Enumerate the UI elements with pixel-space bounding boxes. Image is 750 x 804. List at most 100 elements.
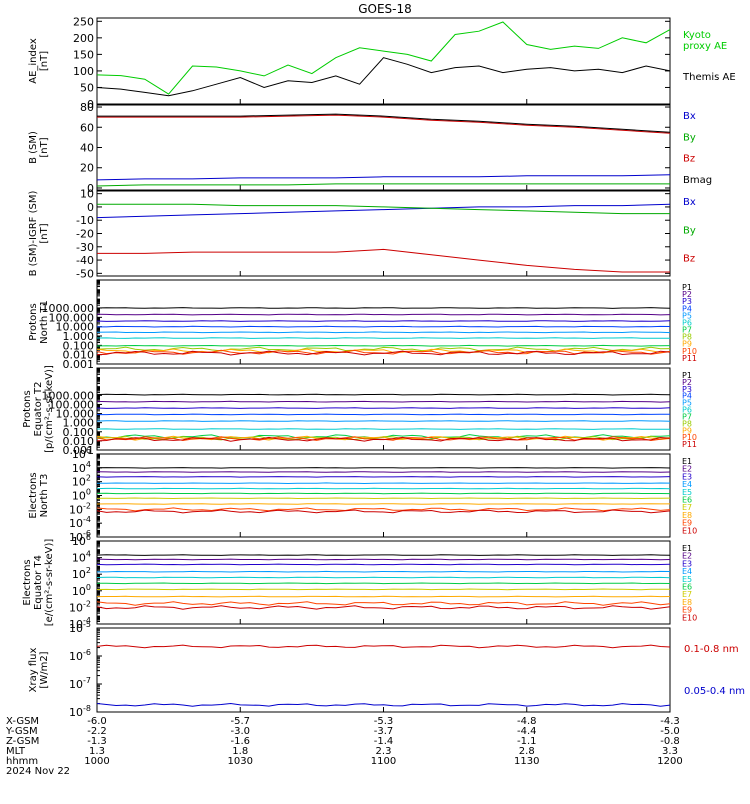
ephemeris-label: hhmm [6,756,38,767]
y-tick-base: 10 [69,517,83,530]
y-tick-label: 100.000 [49,398,95,411]
legend-bx: Bx [683,111,696,122]
legend-line: Bx [683,197,696,208]
channel-line-e3 [96,563,671,566]
channel-line-e9 [96,601,671,606]
legend-p11: P11 [682,440,697,449]
legend-p9: P9 [682,340,692,349]
series-line-kyoto [96,21,671,95]
y-tick-label: 40 [80,142,94,155]
series-line-themis-ae [96,57,671,97]
legend-p11: P11 [682,354,697,363]
y-tick-label: 102 [72,474,91,489]
legend-line: Bmag [683,175,712,186]
legend-p8: P8 [682,333,692,342]
y-tick-label: -50 [76,267,94,280]
legend-p3: P3 [682,385,692,394]
legend-p1: P1 [682,283,692,292]
channel-line-p7 [96,344,671,347]
legend-e10: E10 [682,613,697,622]
y-tick-exp: 2 [86,474,91,483]
ephemeris-value: -2.2 [87,726,107,737]
channel-line-e7 [96,497,671,500]
legend-e8: E8 [682,511,692,520]
y-tick-base: 10 [72,535,86,548]
legend-e6: E6 [682,583,692,592]
legend-themis-ae: Themis AE [682,72,736,83]
channel-line-e4 [97,570,671,573]
ephemeris-value: 1100 [371,756,396,767]
y-tick-label: 10-7 [69,676,91,691]
y-axis-label: B (SM)[nT] [28,131,50,164]
y-tick-label: 10-6 [69,648,91,663]
y-tick-label: 10-5 [69,620,91,635]
ephemeris-value: 1000 [84,756,109,767]
y-tick-label: 150 [73,48,94,61]
legend-p5: P5 [682,399,692,408]
y-tick-label: 0.100 [63,339,95,352]
y-tick-base: 10 [72,568,86,581]
panel-protons_t1: ProtonsNorth T1 0.0010.0100.1001.00010.00… [28,279,697,371]
channel-line-p9 [96,348,671,354]
y-tick-exp: -6 [83,529,91,538]
panel-frame [96,190,671,277]
y-tick-label: 1000.000 [42,302,95,315]
series-line-bx [96,174,671,181]
y-tick-exp: -4 [83,515,91,524]
y-axis-label-line: Protons [28,303,39,340]
legend-e5: E5 [682,575,692,584]
y-axis-label: Xray flux[W/m2] [28,648,50,693]
legend-p6: P6 [682,318,692,327]
series-line-bz [97,114,671,134]
ephemeris-table: X-GSM -6.0 -5.7 -5.3 -4.8 -4.3 Y-GSM -2.2 -3.0 -3… [5,716,683,777]
y-tick-base: 10 [69,622,83,635]
y-tick-label: 10-8 [69,704,91,719]
channel-line-e2 [96,471,671,473]
y-tick-label: 0.010 [63,435,95,448]
legend-bmag: Bmag [683,175,712,186]
channel-line-p2 [96,313,671,316]
y-axis-label-line: [W/m2] [39,651,50,688]
y-tick-label: 1000.000 [42,389,95,402]
y-tick-exp: 0 [86,583,91,592]
y-tick-exp: 0 [86,488,91,497]
y-tick-base: 10 [69,650,83,663]
channel-line-e8 [96,595,671,598]
legend-p9: P9 [682,426,692,435]
y-tick-label: 10-2 [69,599,91,614]
y-tick-label: 0 [87,182,94,195]
y-tick-base: 10 [72,490,86,503]
y-tick-label: 10.000 [56,321,95,334]
ephemeris-value: -0.8 [660,736,680,747]
ephemeris-value: -1.6 [230,736,250,747]
panel-xray: Xray flux[W/m2]10-810-710-610-50.1-0.8 n… [28,620,745,719]
y-tick-base: 10 [69,678,83,691]
y-tick-label: 0 [87,201,94,214]
panel-electrons_t3: ElectronsNorth T310-610-410-210010210410… [28,446,697,544]
y-tick-base: 10 [69,531,83,544]
legend-e1: E1 [682,544,692,553]
y-tick-label: 100 [72,583,91,598]
channel-line-p11 [96,350,671,356]
ephemeris-value: -4.3 [660,716,680,727]
legend-p7: P7 [682,326,692,335]
y-tick-base: 10 [69,706,83,719]
y-tick-base: 10 [69,503,83,516]
channel-line-p4 [97,413,671,416]
legend-e8: E8 [682,598,692,607]
ephemeris-value: -6.0 [87,716,107,727]
y-tick-label: 0.001 [63,358,95,371]
legend-by: By [683,132,696,143]
y-tick-base: 10 [72,462,86,475]
y-axis-label-line: Equator T4 [33,555,44,610]
legend-p4: P4 [682,392,692,401]
legend-line: By [683,132,696,143]
channel-line-p6 [96,337,671,339]
legend-line: Kyoto [683,30,711,41]
legend-p10: P10 [682,433,697,442]
y-tick-exp: 6 [86,533,91,542]
y-axis-label: ProtonsNorth T1 [28,300,50,344]
plot-title: GOES-18 [358,2,412,16]
channel-line-e10 [96,509,671,514]
y-tick-label: 104 [72,550,91,565]
